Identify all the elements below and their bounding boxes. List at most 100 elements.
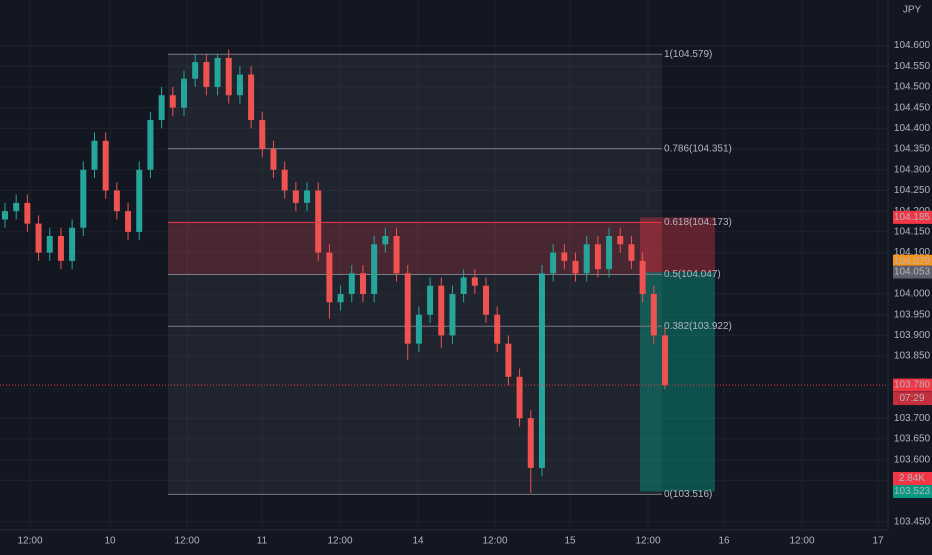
candle-body: [662, 335, 668, 386]
candle-body: [359, 273, 366, 294]
x-tick-label: 14: [412, 536, 424, 547]
volume-badge: [893, 471, 932, 485]
price-badge-label: 103.780: [894, 380, 931, 391]
price-badge-label: 104.053: [894, 267, 931, 278]
candle-body: [13, 202, 20, 212]
y-tick-label: 104.550: [894, 61, 931, 72]
candle-body: [404, 273, 411, 344]
candle-body: [505, 343, 512, 377]
price-badge: [893, 210, 932, 224]
candle-body: [483, 285, 490, 315]
candle-body: [292, 190, 299, 203]
fib-label: 0.5(104.047): [664, 269, 721, 280]
candle-body: [304, 190, 311, 203]
candle-body: [169, 95, 176, 108]
x-tick-label: 16: [718, 536, 730, 547]
candle-body: [203, 62, 210, 87]
candle-body: [326, 252, 333, 303]
x-tick-label: 12:00: [174, 536, 199, 547]
y-tick-label: 103.850: [894, 351, 931, 362]
candle-body: [516, 376, 523, 419]
fib-label: 0(103.516): [664, 489, 712, 500]
candle-body: [69, 227, 76, 261]
candle-body: [91, 140, 98, 170]
x-tick-label: 17: [872, 536, 884, 547]
fib-label: 0.786(104.351): [664, 143, 732, 154]
y-tick-label: 103.450: [894, 516, 931, 527]
candle-body: [617, 236, 624, 245]
candle-body: [348, 273, 355, 294]
candle-body: [46, 236, 53, 253]
candle-body: [80, 169, 87, 228]
candle-body: [113, 190, 120, 212]
countdown: 07:29: [899, 393, 924, 404]
price-badge: [893, 254, 932, 268]
candle-body: [24, 202, 31, 224]
y-tick-label: 104.000: [894, 289, 931, 300]
candle-body: [214, 57, 221, 87]
x-tick-label: 12:00: [482, 536, 507, 547]
candle-body: [572, 260, 579, 274]
price-badge-label: 104.079: [894, 256, 931, 267]
candle-body: [248, 74, 255, 121]
currency: JPY: [903, 5, 922, 16]
candle-body: [527, 418, 534, 468]
candle-body: [158, 95, 165, 121]
candle-body: [561, 252, 568, 261]
candle-body: [281, 169, 288, 191]
candle-body: [136, 169, 143, 232]
candle-body: [125, 211, 132, 232]
candle-body: [427, 285, 434, 315]
x-tick-label: 12:00: [635, 536, 660, 547]
candle-body: [650, 293, 657, 336]
y-tick-label: 104.500: [894, 82, 931, 93]
y-tick-label: 103.700: [894, 413, 931, 424]
candle-body: [102, 140, 109, 191]
fib-label: 0.618(104.173): [664, 217, 732, 228]
candle-body: [259, 120, 266, 150]
x-tick-label: 15: [564, 536, 576, 547]
candle-body: [494, 314, 501, 344]
y-tick-label: 104.150: [894, 227, 931, 238]
stop-zone: [640, 217, 715, 273]
x-tick-label: 11: [257, 536, 268, 547]
fib-zone: [168, 222, 662, 275]
y-tick-label: 104.600: [894, 40, 931, 51]
fib-label: 0.382(103.922): [664, 321, 732, 332]
candle-body: [449, 293, 456, 336]
y-tick-label: 103.650: [894, 434, 931, 445]
candle-body: [270, 149, 277, 170]
price-badge: [893, 265, 932, 279]
candle-body: [180, 78, 187, 108]
candle-body: [550, 252, 557, 274]
candle-body: [438, 285, 445, 336]
candle-body: [35, 223, 42, 253]
candle-body: [337, 293, 344, 303]
y-tick-label: 104.400: [894, 123, 931, 134]
y-tick-label: 104.100: [894, 247, 931, 258]
candle-body: [225, 57, 232, 96]
y-tick-label: 103.600: [894, 454, 931, 465]
y-tick-label: 103.950: [894, 309, 931, 320]
candle-body: [606, 236, 613, 270]
price-badge: [893, 484, 932, 498]
candle-body: [538, 273, 545, 468]
candle-body: [415, 314, 422, 344]
volume-badge-label: 2.84K: [899, 473, 925, 484]
candle-body: [460, 277, 467, 294]
candle-body: [371, 244, 378, 294]
candle-body: [471, 277, 478, 286]
y-tick-label: 104.250: [894, 185, 931, 196]
candle-body: [236, 74, 243, 96]
price-badge-label: 103.523: [894, 486, 931, 497]
candle-body: [594, 244, 601, 270]
candle-body: [57, 236, 64, 261]
countdown-badge: [893, 392, 932, 406]
candle-body: [192, 62, 199, 79]
candle-body: [2, 211, 8, 220]
candle-body: [583, 244, 590, 274]
candle-body: [382, 236, 389, 245]
y-tick-label: 104.300: [894, 164, 931, 175]
candle-body: [315, 190, 322, 253]
